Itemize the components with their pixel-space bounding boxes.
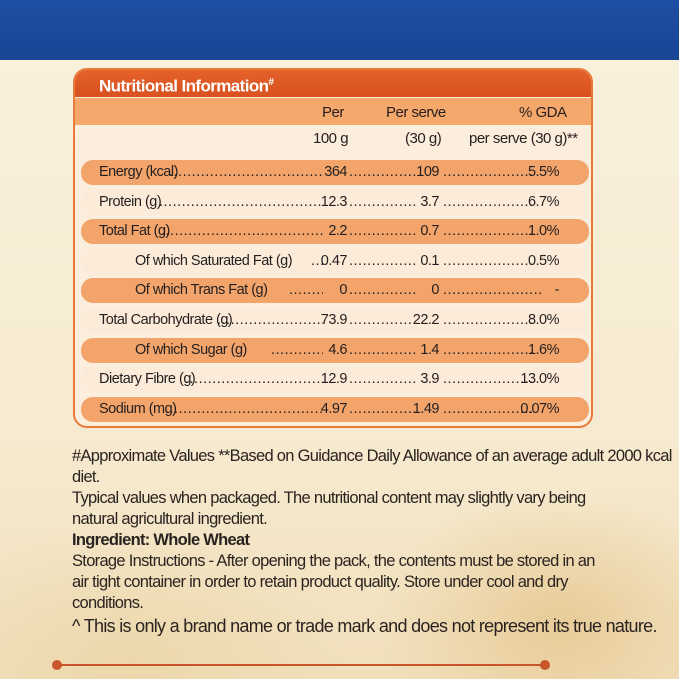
divider-dot-left — [52, 660, 62, 670]
value-per-serve: 3.9 — [420, 371, 439, 388]
nutrient-label: Total Carbohydrate (g) — [99, 312, 233, 328]
value-gda: 0.5% — [527, 252, 560, 269]
value-per-serve: 1.4 — [420, 341, 439, 358]
nutrient-label: Sodium (mg) — [99, 400, 177, 417]
column-header-row: Per Per serve % GDA — [75, 98, 591, 125]
nutrient-row: Of which Trans Fat (g) 0 0 - — [81, 278, 589, 304]
nutrient-row: Of which Sugar (g) 4.6 1.4 1.6% — [81, 337, 589, 363]
value-per-100g: 364 — [324, 164, 347, 180]
value-per-100g: 0 — [339, 282, 347, 299]
value-per-serve: 0 — [431, 282, 439, 299]
nutrient-row: Of which Saturated Fat (g) 0.47 0.1 0.5% — [81, 248, 589, 274]
nutrient-label: Energy (kcal) — [99, 164, 178, 180]
nutrient-label: Total Fat (g) — [99, 223, 170, 240]
ingredient-line: Ingredient: Whole Wheat — [72, 531, 250, 549]
nutrient-row: Dietary Fibre (g) 12.9 3.9 13.0% — [81, 367, 589, 393]
value-per-serve: 1.49 — [412, 400, 440, 417]
panel-title-text: Nutritional Information — [99, 76, 269, 96]
header-30g: (30 g) — [405, 130, 442, 147]
header-gda: % GDA — [519, 104, 567, 121]
header-per-serve: Per serve — [386, 104, 446, 121]
panel-title-mark: # — [268, 77, 274, 88]
value-per-serve: 0.7 — [420, 223, 439, 240]
value-gda: 13.0% — [520, 371, 559, 388]
nutrition-panel: Nutritional Information# Per Per serve %… — [73, 68, 593, 428]
column-subheader-row: 100 g (30 g) per serve (30 g)** — [75, 125, 591, 151]
nutrient-row: Total Carbohydrate (g) 73.9 22.2 8.0% — [81, 308, 589, 333]
value-gda: 1.0% — [527, 223, 560, 240]
header-per: Per — [322, 104, 344, 121]
nutrient-label: Of which Saturated Fat (g) — [135, 252, 293, 269]
value-gda: 5.5% — [527, 164, 560, 180]
typical-note: Typical values when packaged. The nutrit… — [72, 489, 586, 528]
value-per-100g: 12.9 — [320, 371, 348, 388]
nutrient-label: Dietary Fibre (g) — [99, 371, 196, 388]
value-per-serve: 22.2 — [412, 312, 440, 328]
value-gda: - — [554, 282, 560, 299]
notes-block: #Approximate Values **Based on Guidance … — [72, 446, 672, 637]
value-per-100g: 2.2 — [328, 223, 347, 240]
approx-note: #Approximate Values **Based on Guidance … — [72, 447, 672, 486]
header-per-serve-gda: per serve (30 g)** — [469, 130, 578, 147]
value-per-100g: 0.47 — [320, 252, 348, 269]
divider-dot-right — [540, 660, 550, 670]
value-gda: 0.07% — [520, 400, 559, 417]
panel-title: Nutritional Information# — [75, 70, 591, 97]
value-per-100g: 4.97 — [320, 400, 348, 417]
nutrient-row: Energy (kcal) 364 109 5.5% — [81, 160, 589, 185]
value-per-100g: 73.9 — [320, 312, 348, 328]
value-per-serve: 3.7 — [420, 193, 439, 210]
value-per-serve: 109 — [416, 164, 439, 180]
header-100g: 100 g — [313, 130, 349, 147]
nutrient-row: Protein (g) 12.3 3.7 6.7% — [81, 189, 589, 215]
value-per-serve: 0.1 — [420, 252, 439, 269]
value-gda: 6.7% — [527, 193, 560, 210]
value-per-100g: 12.3 — [320, 193, 348, 210]
bottom-divider — [55, 664, 545, 666]
value-gda: 1.6% — [527, 341, 560, 358]
nutrient-label: Protein (g) — [99, 193, 162, 210]
brand-note: ^ This is only a brand name or trade mar… — [72, 616, 657, 636]
nutrient-label: Of which Trans Fat (g) — [135, 282, 268, 299]
nutrient-row: Sodium (mg) 4.97 1.49 0.07% — [81, 396, 589, 422]
nutrient-row: Total Fat (g) 2.2 0.7 1.0% — [81, 219, 589, 245]
value-per-100g: 4.6 — [328, 341, 347, 358]
storage-note: Storage Instructions - After opening the… — [72, 552, 595, 612]
nutrient-label: Of which Sugar (g) — [135, 341, 247, 358]
top-blue-band — [0, 0, 679, 60]
value-gda: 8.0% — [527, 312, 560, 328]
